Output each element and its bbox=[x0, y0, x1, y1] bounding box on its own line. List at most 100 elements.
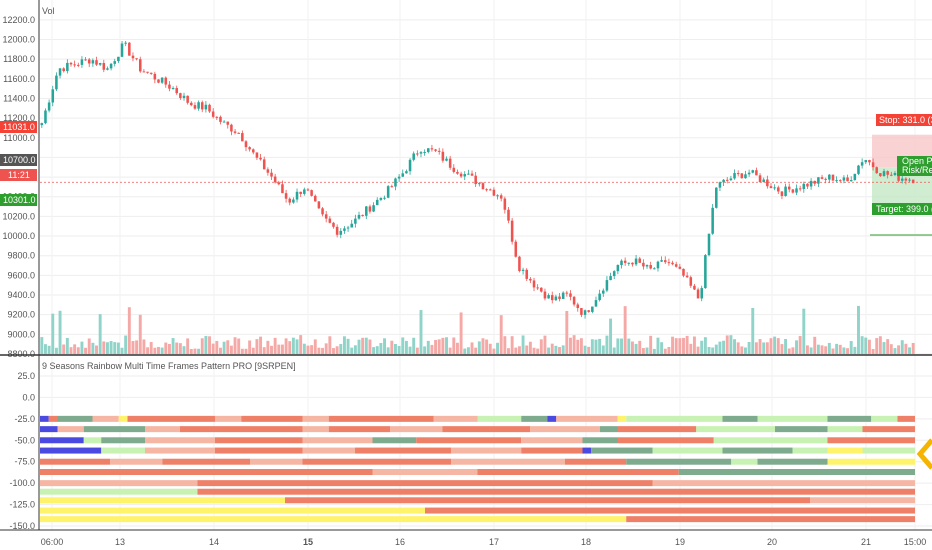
volume-bar bbox=[612, 347, 616, 354]
candle-body bbox=[372, 205, 375, 212]
candle-body bbox=[747, 172, 751, 175]
pnl-label-box[interactable] bbox=[897, 156, 932, 176]
price-tick-label: 9200.0 bbox=[7, 310, 35, 320]
candle-body bbox=[335, 226, 339, 235]
candle-body bbox=[787, 186, 791, 190]
volume-bar bbox=[291, 337, 295, 354]
volume-bar bbox=[532, 347, 536, 354]
candle-body bbox=[736, 173, 740, 175]
candle-body bbox=[117, 56, 120, 62]
time-axis[interactable]: 06:00 13 14 15 16 17 18 19 20 21 15:00 bbox=[41, 537, 927, 547]
candle-body bbox=[401, 173, 405, 177]
candle-body bbox=[857, 165, 860, 174]
volume-bar bbox=[302, 343, 306, 354]
candle-body bbox=[375, 199, 379, 206]
candle-body bbox=[623, 260, 627, 263]
candle-body bbox=[583, 310, 587, 315]
volume-bar bbox=[740, 346, 744, 354]
candle-body bbox=[211, 111, 215, 117]
volume-bar bbox=[386, 347, 390, 354]
volume-bar bbox=[317, 347, 321, 354]
candle-body bbox=[532, 280, 536, 288]
candle-body bbox=[255, 152, 259, 158]
time-tick-label: 21 bbox=[861, 537, 871, 547]
volume-bar bbox=[711, 347, 715, 354]
indicator-tick-label: -25.0 bbox=[14, 414, 35, 424]
candle-body bbox=[838, 180, 842, 182]
rainbow-segment bbox=[433, 415, 478, 422]
candle-body bbox=[784, 186, 787, 196]
candle-body bbox=[138, 59, 142, 72]
candle-body bbox=[492, 189, 496, 196]
rainbow-segment bbox=[416, 437, 522, 444]
volume-bar bbox=[448, 347, 452, 354]
volume-bar bbox=[426, 340, 430, 354]
volume-bar bbox=[569, 337, 572, 354]
candle-body bbox=[109, 63, 113, 69]
volume-bar bbox=[284, 338, 288, 354]
volume-bar bbox=[616, 338, 620, 354]
rainbow-segment bbox=[40, 458, 110, 465]
indicator-axis[interactable]: 25.0 0.0 -25.0 -50.0 -75.0 -100.0 -125.0 -150.0 bbox=[9, 371, 35, 531]
rainbow-segment bbox=[477, 415, 522, 422]
arrow-left-icon bbox=[916, 438, 932, 470]
rainbow-segment bbox=[40, 415, 49, 422]
volume-bar bbox=[528, 341, 532, 354]
volume-bar bbox=[270, 345, 273, 354]
price-tick-label: 9000.0 bbox=[7, 329, 35, 339]
candle-body bbox=[543, 291, 547, 299]
candle-body bbox=[777, 187, 780, 192]
candle-body bbox=[864, 160, 868, 163]
volume-bar bbox=[404, 340, 408, 354]
volume-bar bbox=[84, 347, 88, 354]
candle-body bbox=[514, 241, 518, 257]
volume-bar bbox=[219, 347, 222, 354]
volume-bar bbox=[157, 346, 160, 354]
volume-bar bbox=[853, 346, 857, 354]
volume-bar bbox=[765, 342, 769, 354]
candle-body bbox=[437, 150, 441, 152]
candle-body bbox=[467, 173, 470, 175]
candle-body bbox=[160, 77, 164, 83]
candle-body bbox=[820, 177, 824, 179]
volume-bar bbox=[262, 347, 266, 354]
candle-body bbox=[725, 179, 729, 181]
candle-body bbox=[62, 68, 65, 72]
rainbow-segment bbox=[521, 415, 548, 422]
volume-bar bbox=[744, 347, 747, 354]
indicator-tick-label: 0.0 bbox=[22, 392, 35, 402]
candle-body bbox=[656, 261, 660, 269]
candle-body bbox=[612, 271, 616, 277]
volume-bar bbox=[780, 344, 784, 354]
candlestick-series[interactable] bbox=[40, 41, 915, 319]
candle-body bbox=[427, 148, 430, 153]
stop-label-box[interactable] bbox=[876, 114, 932, 126]
volume-bar bbox=[237, 338, 241, 354]
candle-body bbox=[674, 264, 678, 267]
price-pane[interactable]: Vol 12200.0 12000.0 11800.0 11600.0 11400.0 1… bbox=[0, 6, 932, 359]
candle-body bbox=[860, 162, 864, 166]
candle-body bbox=[671, 262, 674, 265]
target-label-box[interactable] bbox=[872, 203, 932, 215]
indicator-pane[interactable]: 9 Seasons Rainbow Multi Time Frames Patt… bbox=[9, 361, 932, 531]
volume-bar bbox=[652, 348, 656, 354]
candle-body bbox=[354, 218, 357, 224]
candle-body bbox=[277, 182, 281, 185]
rainbow-segment bbox=[40, 488, 198, 495]
candle-body bbox=[518, 256, 521, 271]
volume-bar bbox=[838, 344, 842, 354]
candle-body bbox=[893, 173, 897, 175]
candle-body bbox=[569, 293, 572, 297]
rainbow-segment bbox=[897, 415, 915, 422]
volume-bar bbox=[470, 342, 474, 354]
volume-bar bbox=[762, 342, 766, 354]
candle-body bbox=[241, 133, 244, 142]
volume-bar bbox=[120, 347, 124, 354]
candle-body bbox=[215, 116, 219, 118]
candle-body bbox=[576, 304, 580, 309]
candle-body bbox=[853, 173, 857, 181]
volume-bar bbox=[605, 335, 609, 354]
volume-bar bbox=[474, 347, 478, 354]
price-tick-label: 9600.0 bbox=[7, 270, 35, 280]
price-tick-label: 11000.0 bbox=[3, 133, 35, 143]
